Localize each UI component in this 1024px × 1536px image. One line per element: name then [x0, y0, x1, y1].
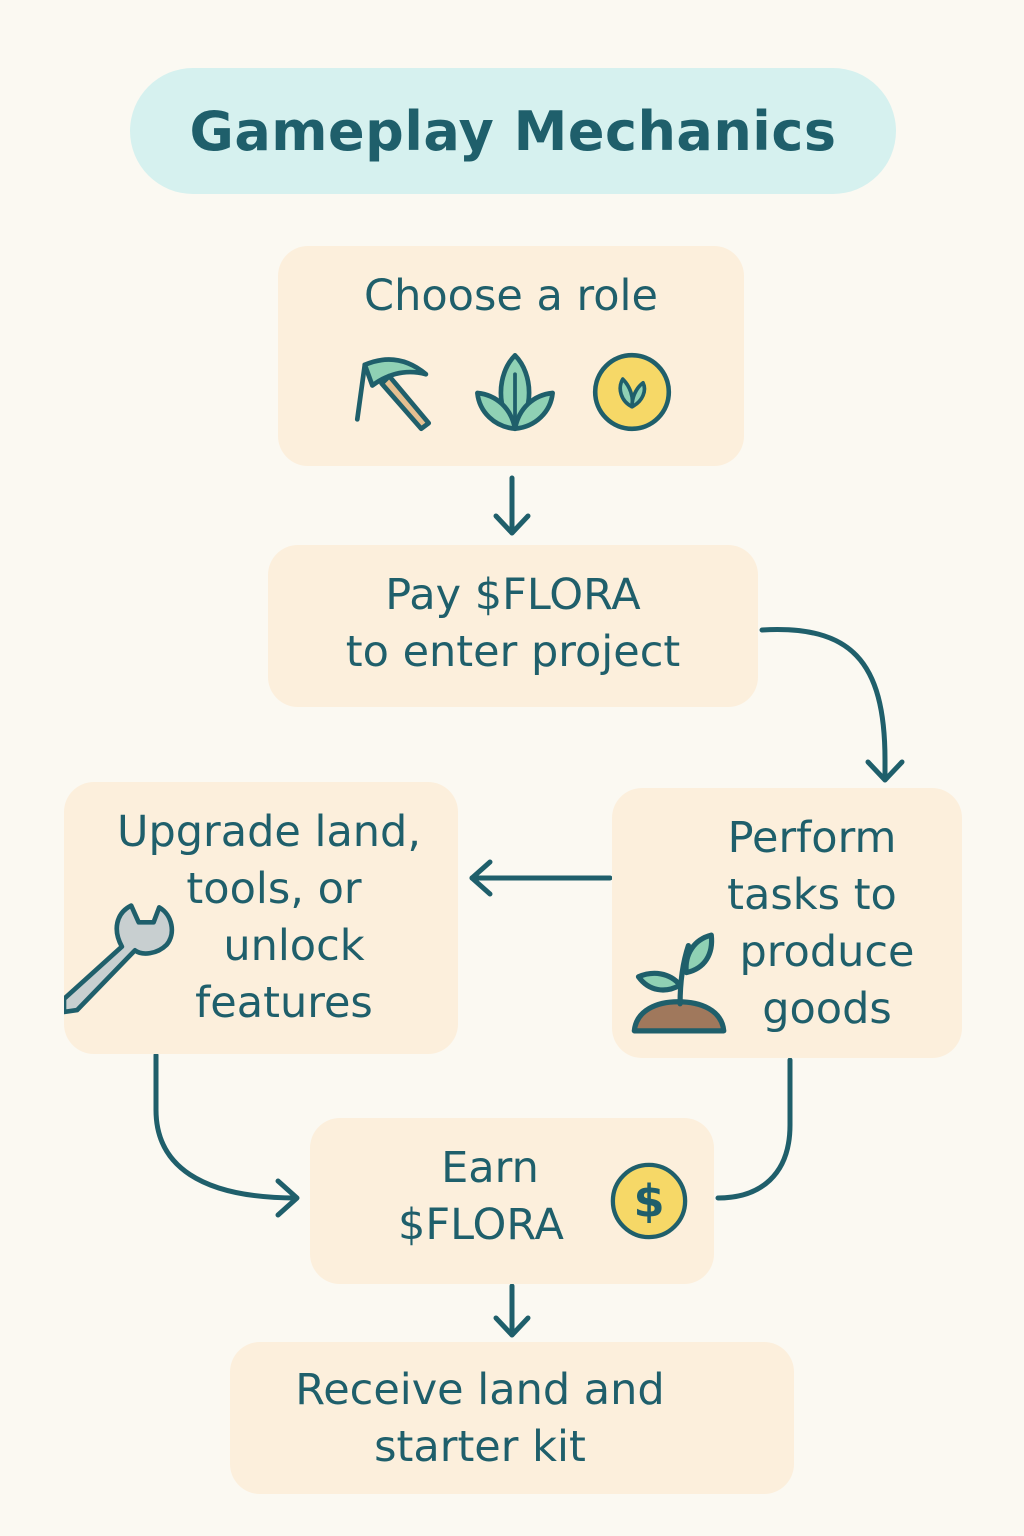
- sprout-icon: [631, 932, 727, 1034]
- coin-leaf-icon: [592, 352, 672, 432]
- step-perform-line1: Perform: [727, 813, 897, 863]
- step-earn-line2: $FLORA: [398, 1200, 564, 1250]
- step-pay-flora: Pay $FLORA to enter project: [268, 545, 758, 707]
- title-pill: Gameplay Mechanics: [130, 68, 896, 194]
- step-upgrade: Upgrade land, tools, or unlock features: [64, 782, 458, 1054]
- step-choose-role: Choose a role: [278, 246, 744, 466]
- leaf-icon: [475, 353, 555, 432]
- arrow-pay-to-perform: [759, 627, 888, 781]
- dollar-coin-icon: $: [610, 1162, 688, 1240]
- arrowhead-choose-to-pay: [493, 513, 531, 536]
- step-upgrade-line4: features: [195, 978, 373, 1028]
- step-upgrade-line1: Upgrade land,: [116, 807, 422, 857]
- step-upgrade-line3: unlock: [223, 921, 365, 971]
- diagram-title: Gameplay Mechanics: [189, 99, 837, 163]
- step-upgrade-line2: tools, or: [186, 864, 362, 914]
- step-receive-line2: starter kit: [374, 1422, 586, 1472]
- svg-text:$: $: [633, 1174, 664, 1227]
- step-perform-line3: produce: [739, 927, 915, 977]
- arrowhead-earn-to-receive: [493, 1315, 531, 1338]
- arrow-upgrade-to-earn: [153, 1052, 299, 1201]
- arrowhead-pay-to-perform: [865, 759, 905, 783]
- step-receive-land: Receive land and starter kit: [230, 1342, 794, 1494]
- arrowhead-perform-to-upgrade: [469, 859, 493, 897]
- step-perform-line4: goods: [762, 984, 892, 1034]
- step-perform-line2: tasks to: [727, 870, 897, 920]
- wrench-icon: [64, 903, 175, 1015]
- step-earn-flora: Earn $FLORA $: [310, 1118, 714, 1284]
- step-pay-line1: Pay $FLORA: [385, 570, 641, 620]
- step-pay-line2: to enter project: [345, 627, 681, 677]
- step-perform-tasks: Perform tasks to produce goods: [612, 788, 962, 1058]
- step-earn-line1: Earn: [441, 1143, 539, 1193]
- arrowhead-upgrade-to-earn: [275, 1178, 300, 1218]
- pickaxe-icon: [354, 357, 432, 432]
- arrow-perform-to-earn: [715, 1057, 793, 1201]
- step-receive-line1: Receive land and: [295, 1365, 665, 1415]
- step-choose-role-label: Choose a role: [364, 271, 658, 321]
